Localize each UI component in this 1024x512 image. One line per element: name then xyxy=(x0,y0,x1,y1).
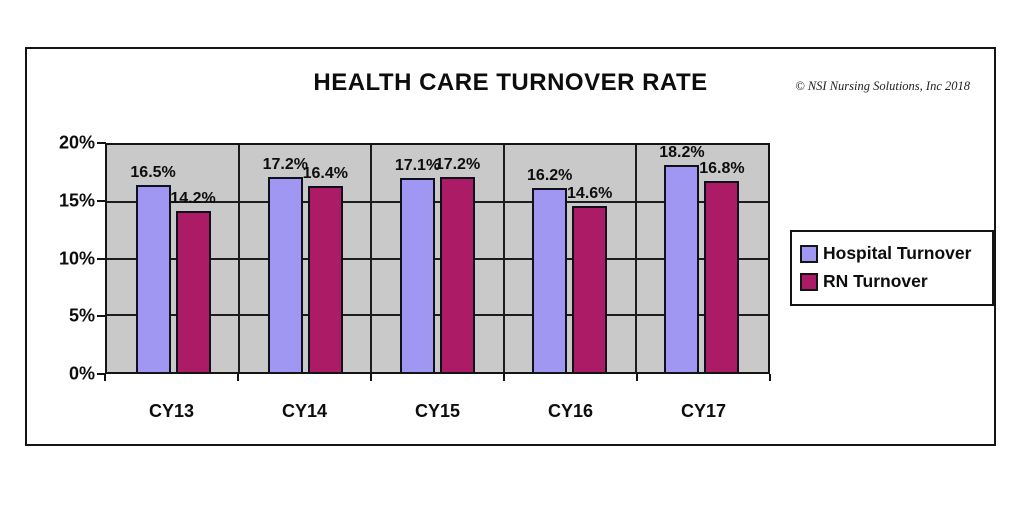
x-axis-tick xyxy=(370,374,372,381)
bar-value-label: 14.2% xyxy=(170,189,216,207)
bar-rn-turnover: 16.4% xyxy=(303,165,348,372)
bar-value-label: 17.2% xyxy=(434,155,481,173)
x-axis-label-cy14: CY14 xyxy=(281,401,328,421)
vertical-gridline xyxy=(370,145,373,372)
bar-hospital-turnover: 16.2% xyxy=(527,167,572,372)
copyright-notice: © NSI Nursing Solutions, Inc 2018 xyxy=(795,79,970,93)
y-axis-tick xyxy=(97,199,106,202)
bar-group-cy13: 16.5% 14.2% xyxy=(107,145,239,372)
plot-area: 16.5% 14.2% 17.2% 16.4% 17.1% 17.2% 16.2% 14.6%… xyxy=(105,143,770,374)
legend-label: Hospital Turnover xyxy=(823,243,972,264)
x-axis-label-cy16: CY16 xyxy=(547,401,594,421)
chart-title: HEALTH CARE TURNOVER RATE xyxy=(313,69,708,96)
horizontal-gridline xyxy=(107,200,768,203)
y-tick-label: 10% xyxy=(58,248,95,268)
bar-hospital-turnover: 18.2% xyxy=(659,144,705,372)
y-axis-labels: 0% 5% 10% 15% 20% xyxy=(27,133,95,384)
legend-item-rn-turnover: RN Turnover xyxy=(800,273,984,291)
bar-group-cy17: 18.2% 16.8% xyxy=(636,144,768,372)
x-axis-label-cy17: CY17 xyxy=(680,401,727,421)
bar-group-cy16: 16.2% 14.6% xyxy=(504,145,636,372)
y-tick-label: 20% xyxy=(58,132,95,153)
y-axis-tick xyxy=(97,373,106,375)
legend-label: RN Turnover xyxy=(823,271,928,292)
bar-hospital-turnover: 16.5% xyxy=(130,164,176,372)
legend-box: Hospital Turnover RN Turnover xyxy=(790,230,994,306)
y-tick-label: 15% xyxy=(58,190,95,211)
bar-rn-turnover: 14.2% xyxy=(170,190,216,372)
x-axis-tick xyxy=(237,374,239,381)
hospital-turnover-swatch-icon xyxy=(800,245,818,263)
bar-group-cy15: 17.1% 17.2% xyxy=(371,145,503,372)
bar-value-label: 18.2% xyxy=(659,144,705,162)
y-tick-label: 0% xyxy=(68,363,95,384)
x-axis-tick xyxy=(636,374,638,381)
x-axis-tick xyxy=(503,374,505,381)
bar-group-cy14: 17.2% 16.4% xyxy=(239,145,371,372)
bar-value-label: 16.8% xyxy=(699,160,745,178)
bar-value-label: 16.4% xyxy=(302,164,348,182)
vertical-gridline xyxy=(634,145,637,372)
bar-hospital-turnover: 17.1% xyxy=(395,157,440,372)
chart-frame: HEALTH CARE TURNOVER RATE © NSI Nursing … xyxy=(25,47,996,446)
x-axis-tick xyxy=(104,374,106,381)
bar-rn-turnover: 17.2% xyxy=(435,156,480,372)
vertical-gridline xyxy=(238,145,241,372)
legend-item-hospital-turnover: Hospital Turnover xyxy=(800,245,984,263)
bar-value-label: 14.6% xyxy=(567,185,613,203)
bar-rn-turnover: 14.6% xyxy=(567,185,612,372)
bar-groups: 16.5% 14.2% 17.2% 16.4% 17.1% 17.2% 16.2% 14.6%… xyxy=(107,144,768,372)
horizontal-gridline xyxy=(107,314,768,317)
x-axis-label-cy15: CY15 xyxy=(414,401,461,421)
y-axis-tick xyxy=(97,315,106,318)
x-axis-labels: CY13 CY14 CY15 CY16 CY17 xyxy=(105,401,770,422)
bar-rn-turnover: 16.8% xyxy=(699,160,745,372)
bar-value-label: 17.2% xyxy=(262,155,308,173)
vertical-gridline xyxy=(502,145,505,372)
y-tick-label: 5% xyxy=(68,305,95,326)
y-axis-tick xyxy=(97,257,106,260)
y-axis-tick xyxy=(97,142,106,144)
bar-value-label: 17.1% xyxy=(394,156,441,174)
bar-value-label: 16.5% xyxy=(130,163,176,181)
horizontal-gridline xyxy=(107,257,768,260)
x-axis-tick xyxy=(769,374,771,381)
rn-turnover-swatch-icon xyxy=(800,273,818,291)
bar-value-label: 16.2% xyxy=(527,167,573,185)
bar-hospital-turnover: 17.2% xyxy=(263,156,308,372)
x-axis-label-cy13: CY13 xyxy=(148,401,195,421)
